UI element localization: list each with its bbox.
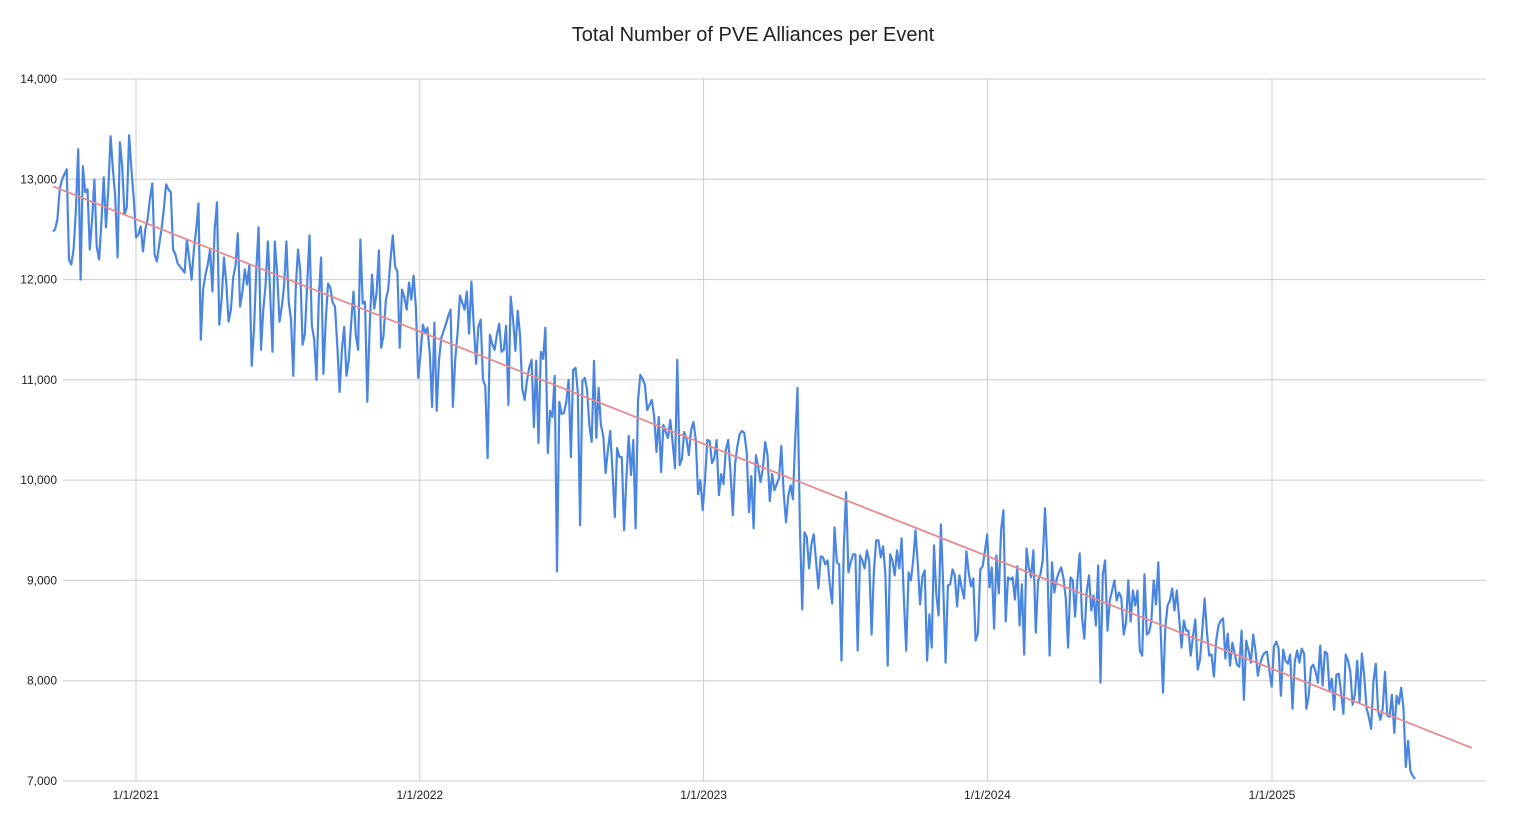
y-tick-label: 14,000 bbox=[20, 72, 57, 86]
y-tick-label: 8,000 bbox=[27, 674, 57, 688]
x-tick-label: 1/1/2021 bbox=[113, 788, 160, 802]
x-tick-label: 1/1/2024 bbox=[964, 788, 1011, 802]
y-tick-label: 11,000 bbox=[21, 373, 57, 387]
x-tick-label: 1/1/2023 bbox=[680, 788, 727, 802]
y-tick-label: 9,000 bbox=[27, 573, 57, 587]
y-tick-label: 7,000 bbox=[27, 774, 57, 788]
y-tick-label: 13,000 bbox=[20, 172, 57, 186]
x-axis-tick-labels: 1/1/2021 1/1/2022 1/1/2023 1/1/2024 1/1/2025 bbox=[113, 788, 1296, 802]
y-tick-label: 12,000 bbox=[20, 273, 57, 287]
chart-title: Total Number of PVE Alliances per Event bbox=[572, 24, 935, 46]
series-layer bbox=[52, 134, 1473, 780]
series-line-total-pve-alliances bbox=[52, 134, 1416, 780]
y-tick-label: 10,000 bbox=[20, 473, 57, 487]
trendline bbox=[52, 185, 1473, 749]
x-tick-label: 1/1/2025 bbox=[1249, 788, 1296, 802]
x-tick-label: 1/1/2022 bbox=[396, 788, 443, 802]
y-axis-tick-labels: 7,000 8,000 9,000 10,000 11,000 12,000 13,000 1… bbox=[20, 72, 57, 788]
